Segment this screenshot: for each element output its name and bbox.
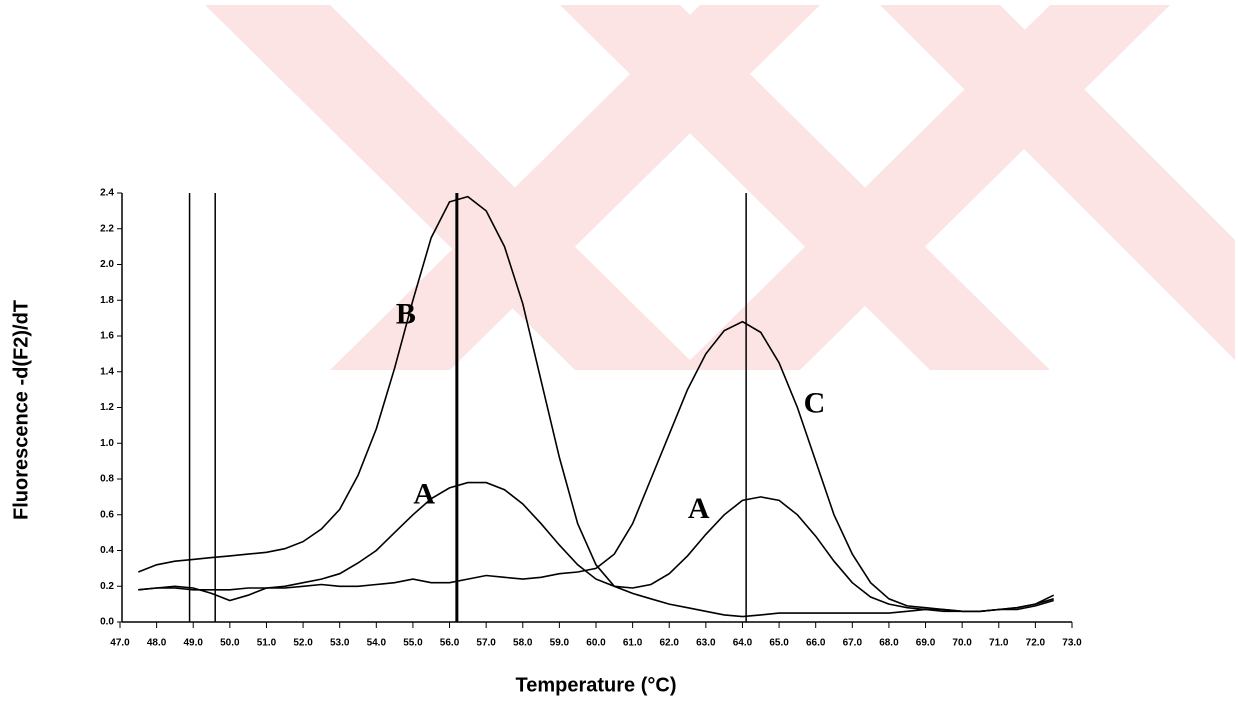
watermark-stroke: [880, 5, 1235, 360]
x-tick-label: 54.0: [367, 638, 387, 649]
x-tick-label: 68.0: [879, 638, 899, 649]
y-tick-label: 0.8: [100, 474, 114, 485]
x-tick-label: 65.0: [769, 638, 789, 649]
peak-label: C: [804, 387, 826, 420]
x-tick-label: 63.0: [696, 638, 716, 649]
x-tick-label: 64.0: [733, 638, 753, 649]
x-tick-label: 55.0: [403, 638, 423, 649]
watermark-stroke: [330, 5, 820, 370]
x-tick-label: 51.0: [257, 638, 277, 649]
x-tick-label: 67.0: [843, 638, 863, 649]
peak-label: A: [413, 477, 435, 510]
y-tick-label: 1.0: [100, 438, 114, 449]
y-tick-label: 2.4: [100, 188, 114, 199]
y-tick-label: 1.8: [100, 295, 114, 306]
x-tick-label: 69.0: [916, 638, 936, 649]
x-tick-label: 49.0: [183, 638, 203, 649]
peak-label: B: [396, 297, 416, 330]
x-tick-label: 66.0: [806, 638, 826, 649]
x-tick-label: 60.0: [586, 638, 606, 649]
x-tick-label: 56.0: [440, 638, 460, 649]
curve: [138, 320, 1054, 613]
x-tick-label: 62.0: [659, 638, 679, 649]
x-tick-label: 72.0: [1026, 638, 1046, 649]
x-tick-label: 71.0: [989, 638, 1009, 649]
x-tick-label: 59.0: [550, 638, 570, 649]
x-tick-label: 58.0: [513, 638, 533, 649]
x-tick-label: 57.0: [476, 638, 496, 649]
curve: [138, 481, 1054, 613]
y-axis-title: Fluorescence -d(F2)/dT: [10, 300, 32, 520]
x-tick-label: 73.0: [1062, 638, 1082, 649]
peak-label: A: [688, 492, 710, 525]
x-tick-label: 61.0: [623, 638, 643, 649]
x-tick-label: 70.0: [952, 638, 972, 649]
y-tick-label: 2.2: [100, 223, 114, 234]
x-tick-label: 53.0: [330, 638, 350, 649]
x-tick-label: 52.0: [293, 638, 313, 649]
y-tick-label: 0.6: [100, 509, 114, 520]
watermark-stroke: [205, 5, 700, 370]
x-axis-title: Temperature (°C): [516, 674, 677, 696]
y-tick-label: 1.4: [100, 366, 114, 377]
y-tick-label: 1.6: [100, 331, 114, 342]
curve: [138, 195, 1055, 618]
y-tick-label: 1.2: [100, 402, 114, 413]
y-tick-label: 0.2: [100, 581, 114, 592]
x-tick-label: 50.0: [220, 638, 240, 649]
x-tick-label: 47.0: [110, 638, 130, 649]
y-tick-label: 2.0: [100, 259, 114, 270]
x-tick-label: 48.0: [147, 638, 167, 649]
y-tick-label: 0.4: [100, 545, 114, 556]
watermark: [205, 5, 1235, 370]
y-tick-label: 0.0: [100, 617, 114, 628]
